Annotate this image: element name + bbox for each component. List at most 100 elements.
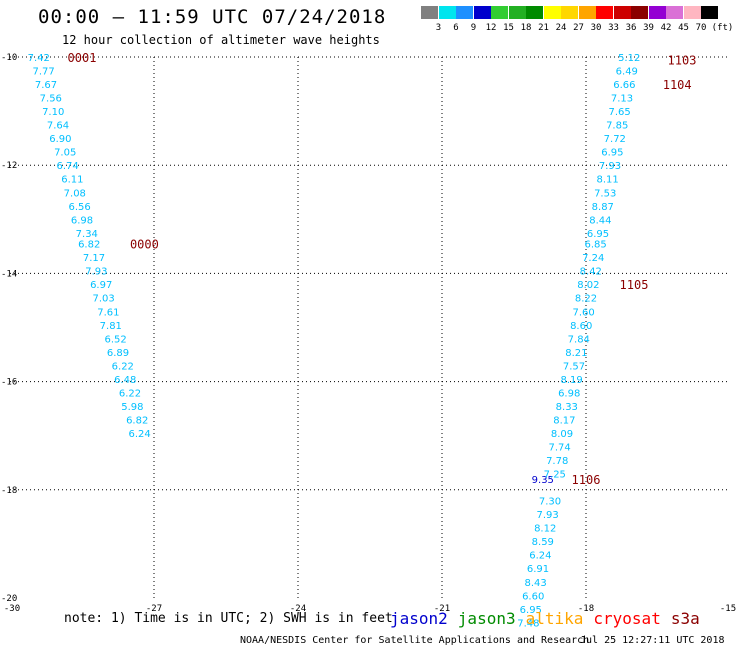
color-scale-swatch	[648, 6, 666, 19]
swh-value-label: 8.02	[577, 280, 599, 291]
swh-value-label: 6.85	[584, 240, 606, 251]
swh-value-label: 8.21	[565, 348, 587, 359]
swh-value-label: 7.53	[594, 188, 616, 199]
time-label: 1103	[668, 54, 697, 68]
y-tick-label: -16	[1, 378, 17, 388]
x-tick-label: -15	[720, 604, 736, 614]
color-scale-swatch	[526, 6, 543, 19]
swh-value-label: 6.82	[126, 415, 148, 426]
x-tick-label: -18	[578, 604, 594, 614]
swh-value-label: 6.24	[128, 429, 150, 440]
page-subtitle: 12 hour collection of altimeter wave hei…	[62, 33, 380, 47]
swh-value-label: 6.24	[529, 551, 551, 562]
swh-value-label: 7.08	[64, 188, 86, 199]
color-scale-unit: (ft)	[711, 23, 734, 33]
swh-value-label: 7.48	[517, 618, 539, 629]
color-scale-swatch	[473, 6, 491, 19]
swh-value-label: 6.48	[114, 375, 136, 386]
y-tick-label: -14	[1, 269, 17, 279]
swh-value-label: 6.60	[522, 591, 544, 602]
swh-value-label: 6.98	[71, 215, 93, 226]
swh-value-label: 6.52	[104, 334, 126, 345]
swh-value-label: 6.56	[68, 202, 90, 213]
swh-value-label: 8.19	[560, 375, 582, 386]
swh-value-label: 7.30	[539, 497, 561, 508]
swh-value-label: 8.09	[551, 429, 573, 440]
y-tick-label: -20	[1, 594, 17, 604]
color-scale-label: 33	[608, 23, 619, 33]
x-tick-label: -30	[4, 604, 20, 614]
color-scale-label: 45	[678, 23, 689, 33]
swh-value-label: 6.22	[119, 388, 141, 399]
swh-value-label: 6.49	[616, 67, 638, 78]
swh-value-label: 7.64	[47, 121, 69, 132]
swh-value-label: 8.87	[592, 202, 614, 213]
swh-value-label: 8.11	[596, 175, 618, 186]
color-scale-label: 21	[538, 23, 549, 33]
swh-value-label: 6.97	[90, 280, 112, 291]
swh-value-label: 7.93	[85, 267, 107, 278]
satellite-legend-item: jason2	[390, 609, 448, 628]
x-tick-label: -24	[290, 604, 306, 614]
swh-value-label: 6.82	[78, 240, 100, 251]
swh-value-label: 7.60	[572, 307, 594, 318]
swh-value-label: 7.74	[548, 443, 570, 454]
color-scale-label: 70	[695, 23, 707, 33]
swh-value-label: 6.95	[520, 605, 542, 616]
credit-line: NOAA/NESDIS Center for Satellite Applica…	[240, 635, 590, 646]
swh-value-label: 7.17	[83, 253, 105, 264]
page-title: 00:00 – 11:59 UTC 07/24/2018	[38, 6, 387, 28]
swh-value-label: 5.12	[618, 53, 640, 64]
swh-value-label: 7.25	[544, 470, 566, 481]
swh-value-label: 8.44	[589, 215, 611, 226]
swh-value-label: 7.61	[97, 307, 119, 318]
swh-value-label: 8.12	[534, 524, 556, 535]
time-label: 1105	[620, 278, 649, 292]
color-scale-swatch	[596, 6, 613, 19]
color-scale-label: 39	[643, 23, 654, 33]
y-tick-label: -12	[1, 161, 17, 171]
color-scale-swatch	[666, 6, 683, 19]
color-scale-label: 15	[503, 23, 514, 33]
swh-value-label: 6.66	[613, 80, 635, 91]
satellite-legend: jason2 jason3 altika cryosat s3a	[390, 609, 710, 628]
time-label: 0000	[130, 238, 159, 252]
swh-value-label: 7.78	[546, 456, 568, 467]
footer-note: note: 1) Time is in UTC; 2) SWH is in fe…	[64, 611, 393, 626]
swh-value-label: 6.89	[107, 348, 129, 359]
satellite-legend-item: s3a	[670, 609, 700, 628]
color-scale-label: 9	[470, 23, 477, 33]
time-label: 0001	[68, 51, 97, 65]
generation-timestamp: Jul 25 12:27:11 UTC 2018	[580, 635, 725, 646]
swh-value-label: 7.10	[42, 107, 64, 118]
color-scale-label: 18	[520, 23, 532, 33]
swh-value-label: 6.91	[527, 564, 549, 575]
swh-value-label: 8.17	[553, 415, 575, 426]
color-scale-swatch	[508, 6, 526, 19]
time-label: 1106	[572, 473, 601, 487]
y-tick-label: -18	[1, 486, 17, 496]
swh-value-label: 7.72	[604, 134, 626, 145]
swh-value-label: 6.22	[112, 361, 134, 372]
y-tick-label: -10	[1, 53, 17, 63]
swh-value-label: 8.43	[524, 578, 546, 589]
swh-value-label: 7.77	[32, 67, 54, 78]
color-scale-label: 27	[573, 23, 584, 33]
swh-value-label: 6.98	[558, 388, 580, 399]
swh-value-label: 8.22	[575, 294, 597, 305]
swh-value-label: 7.93	[536, 510, 558, 521]
swh-value-label: 8.60	[570, 321, 592, 332]
color-scale-swatch	[543, 6, 561, 19]
swh-value-label: 6.74	[56, 161, 78, 172]
x-tick-label: -27	[146, 604, 162, 614]
swh-value-label: 7.84	[568, 334, 590, 345]
swh-value-label: 8.33	[556, 402, 578, 413]
swh-value-label: 7.05	[54, 148, 76, 159]
swh-value-label: 7.65	[608, 107, 630, 118]
color-scale-label: 6	[453, 23, 459, 33]
swh-value-label: 8.59	[532, 537, 554, 548]
color-scale-swatch	[561, 6, 578, 19]
swh-value-label: 7.56	[40, 94, 62, 105]
color-scale-label: 36	[625, 23, 637, 33]
